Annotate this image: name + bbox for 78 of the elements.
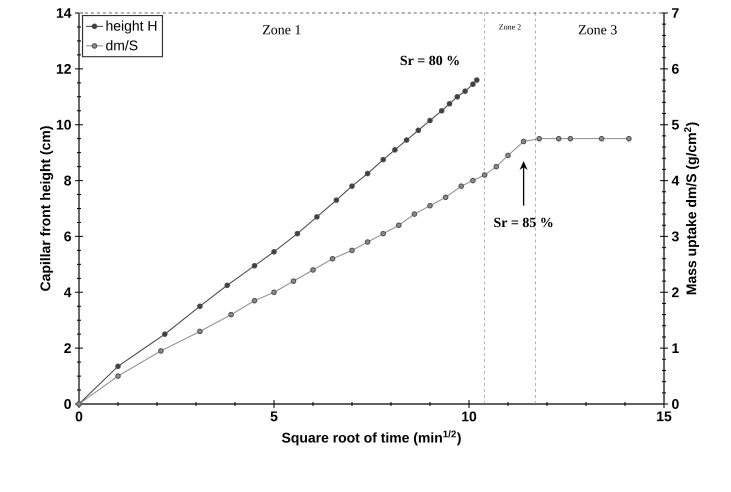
y2-tick-label: 4: [672, 176, 680, 186]
point: [380, 156, 386, 162]
y2-tick-label: 3: [672, 231, 679, 242]
point: [494, 164, 500, 170]
point: [294, 230, 300, 236]
point: [598, 136, 604, 142]
point: [482, 172, 488, 178]
x-tick-label: 0: [76, 411, 82, 422]
annotation: Zone 1: [262, 25, 301, 34]
x-tick-label: 5: [270, 412, 278, 422]
point: [314, 214, 320, 220]
annotation: Zone 3: [578, 25, 617, 34]
point: [330, 256, 336, 262]
y-tick-label: 2: [64, 343, 71, 354]
point: [364, 170, 370, 176]
y-tick-label: 4: [64, 287, 72, 298]
point: [470, 81, 476, 88]
point: [115, 373, 121, 379]
point: [462, 88, 468, 94]
point: [271, 248, 277, 255]
point: [197, 303, 203, 310]
point: [349, 248, 355, 254]
y2-tick-label: 5: [672, 120, 679, 130]
point: [158, 348, 164, 354]
point: [404, 137, 410, 143]
y2-axis-title: Mass uptake dm/S (g/cm$^{2}$): [684, 122, 700, 294]
point: [228, 312, 234, 318]
point: [364, 239, 370, 245]
point: [438, 108, 444, 114]
point: [310, 267, 316, 273]
point: [427, 118, 433, 124]
x-axis-title: Square root of time (min$^{1/2}$): [282, 430, 461, 446]
y2-tick-label: 0: [672, 399, 679, 409]
legend-label: dm/S: [106, 40, 138, 50]
x-tick-label: 10: [462, 411, 476, 422]
point: [271, 289, 277, 296]
point: [536, 136, 542, 142]
point: [568, 136, 574, 142]
annotation: Sr = 80 %: [400, 56, 459, 66]
point: [416, 128, 422, 134]
point: [392, 147, 398, 153]
point: [290, 278, 296, 284]
point: [252, 298, 258, 304]
point: [470, 178, 476, 184]
y-tick-label: 8: [64, 176, 72, 186]
x-tick-label: 15: [657, 412, 672, 422]
y-axis-title: Capillar front height (cm): [40, 126, 54, 291]
point: [334, 197, 340, 203]
point: [162, 331, 168, 337]
y-tick-label: 12: [56, 64, 71, 74]
y-tick-label: 0: [64, 399, 71, 409]
point: [412, 211, 418, 217]
point: [556, 136, 562, 142]
y2-tick-label: 7: [672, 8, 679, 18]
point: [520, 138, 526, 144]
point: [446, 100, 452, 107]
y2-tick-label: 1: [672, 343, 679, 353]
point: [458, 183, 464, 189]
point: [427, 202, 433, 208]
point: [505, 152, 511, 158]
point: [197, 328, 203, 334]
annotation: Sr = 85 %: [494, 218, 552, 228]
legend-label: height H: [106, 20, 156, 34]
y-tick-label: 6: [64, 231, 71, 242]
point: [380, 230, 386, 236]
point: [442, 194, 448, 200]
point: [349, 183, 355, 189]
y-tick-label: 14: [56, 8, 72, 18]
point: [224, 282, 230, 288]
point: [474, 77, 480, 83]
y2-tick-label: 2: [672, 287, 679, 298]
y2-tick-label: 6: [672, 64, 679, 74]
point: [396, 222, 402, 228]
point: [115, 364, 121, 370]
point: [626, 136, 632, 142]
y-tick-label: 10: [56, 120, 71, 130]
point: [454, 94, 460, 100]
point: [252, 262, 258, 269]
